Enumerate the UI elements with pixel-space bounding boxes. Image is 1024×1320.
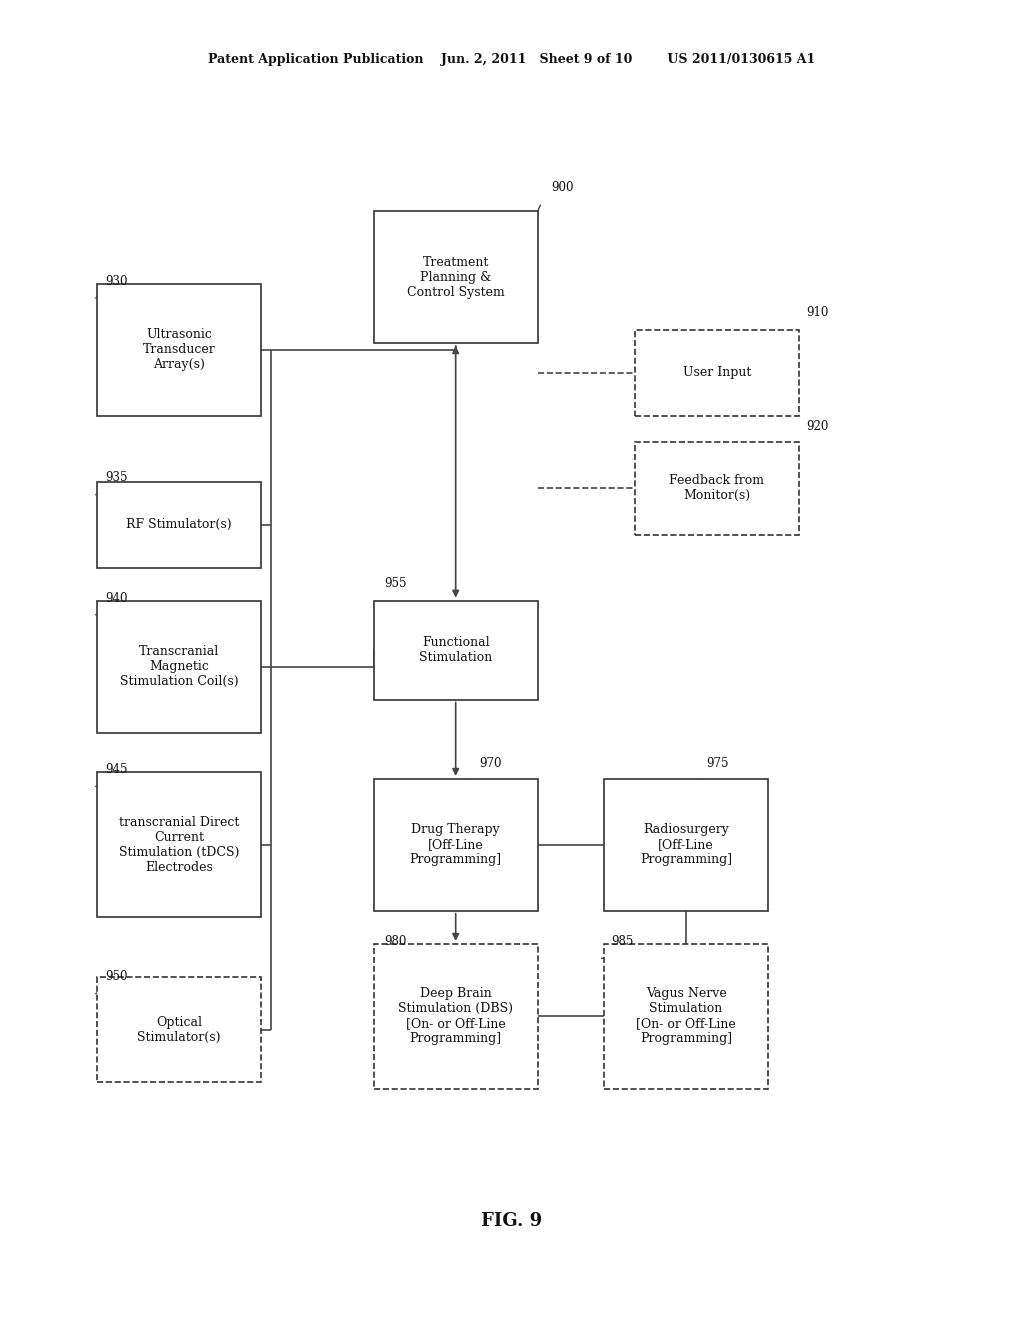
Text: FIG. 9: FIG. 9	[481, 1212, 543, 1230]
Text: 970: 970	[479, 756, 502, 770]
Text: 980: 980	[384, 935, 407, 948]
FancyBboxPatch shape	[97, 482, 261, 568]
Text: 975: 975	[707, 756, 729, 770]
FancyBboxPatch shape	[635, 442, 799, 535]
FancyBboxPatch shape	[604, 944, 768, 1089]
Text: 900: 900	[551, 181, 573, 194]
Text: 950: 950	[105, 970, 128, 983]
Text: Transcranial
Magnetic
Stimulation Coil(s): Transcranial Magnetic Stimulation Coil(s…	[120, 645, 239, 688]
FancyBboxPatch shape	[97, 284, 261, 416]
FancyBboxPatch shape	[97, 601, 261, 733]
Text: 910: 910	[806, 306, 828, 319]
Text: Functional
Stimulation: Functional Stimulation	[419, 636, 493, 664]
FancyBboxPatch shape	[374, 601, 538, 700]
Text: Optical
Stimulator(s): Optical Stimulator(s)	[137, 1015, 221, 1044]
FancyBboxPatch shape	[635, 330, 799, 416]
Text: 985: 985	[611, 935, 634, 948]
Text: Ultrasonic
Transducer
Array(s): Ultrasonic Transducer Array(s)	[142, 329, 216, 371]
FancyBboxPatch shape	[604, 779, 768, 911]
Text: RF Stimulator(s): RF Stimulator(s)	[126, 519, 232, 531]
Text: User Input: User Input	[683, 367, 751, 379]
Text: Drug Therapy
[Off-Line
Programming]: Drug Therapy [Off-Line Programming]	[410, 824, 502, 866]
Text: transcranial Direct
Current
Stimulation (tDCS)
Electrodes: transcranial Direct Current Stimulation …	[119, 816, 240, 874]
Text: 955: 955	[384, 577, 407, 590]
Text: 935: 935	[105, 471, 128, 484]
FancyBboxPatch shape	[374, 779, 538, 911]
Text: Treatment
Planning &
Control System: Treatment Planning & Control System	[407, 256, 505, 298]
Text: 940: 940	[105, 591, 128, 605]
Text: Deep Brain
Stimulation (DBS)
[On- or Off-Line
Programming]: Deep Brain Stimulation (DBS) [On- or Off…	[398, 987, 513, 1045]
Text: 945: 945	[105, 763, 128, 776]
Text: Patent Application Publication    Jun. 2, 2011   Sheet 9 of 10        US 2011/01: Patent Application Publication Jun. 2, 2…	[208, 53, 816, 66]
Text: Feedback from
Monitor(s): Feedback from Monitor(s)	[670, 474, 764, 503]
Text: 930: 930	[105, 275, 128, 288]
Text: Radiosurgery
[Off-Line
Programming]: Radiosurgery [Off-Line Programming]	[640, 824, 732, 866]
Text: 920: 920	[806, 420, 828, 433]
FancyBboxPatch shape	[97, 977, 261, 1082]
Text: Vagus Nerve
Stimulation
[On- or Off-Line
Programming]: Vagus Nerve Stimulation [On- or Off-Line…	[636, 987, 736, 1045]
FancyBboxPatch shape	[374, 944, 538, 1089]
FancyBboxPatch shape	[374, 211, 538, 343]
FancyBboxPatch shape	[97, 772, 261, 917]
